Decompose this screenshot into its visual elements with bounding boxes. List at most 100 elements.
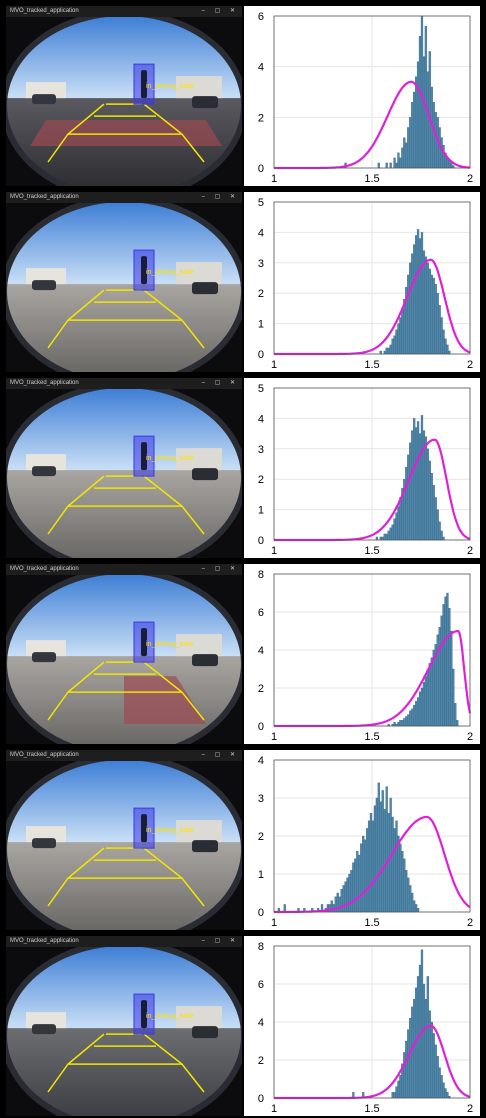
fisheye-camera-image: in_driving_tube [6, 575, 242, 744]
histogram-bar [348, 873, 351, 913]
histogram-bar [430, 472, 433, 541]
fisheye-camera-image: in_driving_tube [6, 17, 242, 186]
fisheye-scene: in_driving_tube [6, 761, 242, 930]
histogram-bar [413, 418, 416, 541]
histogram-bar [397, 1080, 400, 1099]
histogram-bar [387, 530, 390, 541]
histogram-bar [405, 716, 408, 727]
histogram-bar [399, 317, 402, 355]
histogram-bar [373, 805, 377, 913]
histogram-bar [424, 676, 428, 727]
histogram-bar [454, 703, 457, 727]
box-label: in_driving_tube [146, 269, 194, 276]
window-controls[interactable]: – ▢ ✕ [201, 566, 239, 572]
histogram-bar [438, 521, 441, 541]
histogram-bar [360, 843, 363, 913]
figure-row: MVO_tracked_application – ▢ ✕ in_driving_t… [0, 750, 486, 930]
window-controls[interactable]: – ▢ ✕ [201, 194, 239, 200]
x-tick-label: 2 [467, 731, 473, 743]
histogram-bar [283, 904, 286, 913]
y-tick-label: 1 [258, 319, 264, 331]
histogram-bar [413, 999, 416, 1099]
histogram-bar [403, 1052, 406, 1099]
axes-frame [273, 15, 471, 169]
y-tick-label: 4 [258, 413, 264, 425]
y-tick-label: 4 [258, 62, 264, 74]
x-tick-label: 1.5 [364, 917, 379, 929]
histogram-bar [354, 858, 357, 913]
window-controls[interactable]: – ▢ ✕ [201, 752, 239, 758]
guide-line-right [143, 289, 205, 349]
histogram-bar [430, 657, 433, 727]
histogram-bar [383, 350, 386, 355]
histogram-bar [389, 162, 392, 169]
x-tick-label: 1 [271, 731, 277, 743]
building [176, 448, 222, 471]
parked-car [32, 652, 56, 663]
window-controls[interactable]: – ▢ ✕ [201, 380, 239, 386]
box-label: in_driving_tube [146, 455, 194, 462]
histogram-bar [416, 229, 420, 355]
window-controls[interactable]: – ▢ ✕ [201, 938, 239, 944]
y-tick-label: 3 [258, 793, 264, 805]
y-tick-label: 0 [258, 535, 264, 547]
y-tick-label: 4 [258, 755, 264, 767]
y-tick-label: 5 [258, 197, 264, 209]
histogram-plot: 1 1.5 2 0 1 2 3 4 [244, 750, 480, 930]
histogram-bar [379, 350, 382, 355]
histogram-bar [416, 908, 420, 913]
histogram-bar [442, 536, 445, 541]
histogram-bar [393, 722, 396, 727]
guide-line-left [47, 1033, 105, 1093]
histogram-bar [418, 36, 422, 169]
histogram-bar [387, 813, 390, 913]
histogram-bar [422, 682, 426, 727]
histogram-bar [442, 329, 445, 355]
histogram-bar [448, 608, 451, 727]
window-title: MVO_tracked_application [10, 938, 79, 944]
histogram-bar [377, 162, 380, 169]
window-title: MVO_tracked_application [10, 194, 79, 200]
histogram-bar [422, 56, 426, 169]
histogram-bar [446, 1092, 449, 1099]
histogram-bar [420, 687, 424, 727]
histogram-bar [395, 820, 398, 913]
histogram-bar [428, 1010, 431, 1099]
histogram-bar [420, 949, 424, 1099]
histogram-bar [424, 256, 428, 355]
y-tick-label: 0 [258, 721, 264, 733]
camera-view-window: MVO_tracked_application – ▢ ✕ in_driving_t… [6, 192, 242, 372]
histogram-bar [420, 415, 424, 541]
histogram-bar [369, 813, 373, 913]
histogram-bar [401, 308, 404, 355]
histogram-bar [438, 305, 441, 355]
x-tick-label: 2 [467, 359, 473, 371]
histogram-bar [401, 720, 404, 727]
histogram-bar [383, 533, 386, 541]
histogram-bar [352, 862, 355, 913]
histogram-plot: 1 1.5 2 0 2 4 6 8 [244, 564, 480, 744]
box-label: in_driving_tube [146, 641, 194, 648]
window-titlebar: MVO_tracked_application – ▢ ✕ [6, 750, 242, 761]
histogram-bar [456, 720, 459, 727]
histogram-bar [442, 604, 445, 727]
histogram-bar [440, 1075, 443, 1099]
histogram-bar [397, 323, 400, 355]
guide-line-left [47, 103, 105, 163]
window-controls[interactable]: – ▢ ✕ [201, 8, 239, 14]
histogram-bar [432, 101, 435, 169]
figure-row: MVO_tracked_application – ▢ ✕ in_driving_t… [0, 378, 486, 558]
x-tick-label: 2 [467, 1103, 473, 1115]
axes-frame [273, 573, 471, 727]
histogram-bar [338, 896, 341, 913]
y-tick-label: 2 [258, 112, 264, 124]
histogram-bar [393, 518, 396, 541]
histogram-svg: 1 1.5 2 0 2 4 6 [258, 11, 473, 185]
histogram-bar [393, 157, 396, 169]
y-tick-label: 4 [258, 1017, 264, 1029]
y-tick-label: 4 [258, 227, 264, 239]
figure-row: MVO_tracked_application – ▢ ✕ in_driving_t… [0, 192, 486, 372]
building [26, 454, 66, 471]
x-tick-label: 2 [467, 917, 473, 929]
